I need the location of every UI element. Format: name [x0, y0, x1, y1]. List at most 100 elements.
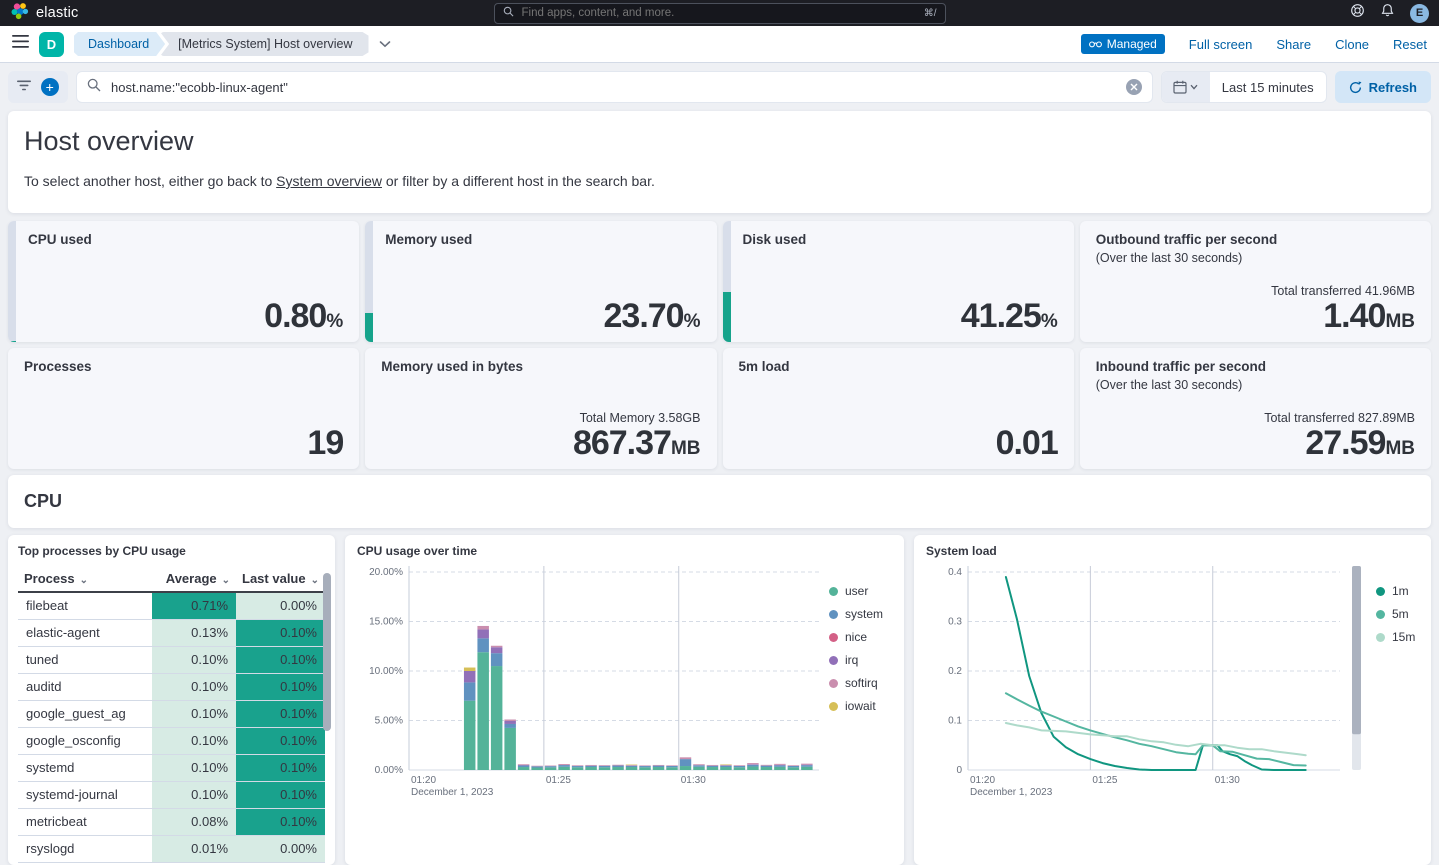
reset-button[interactable]: Reset — [1393, 37, 1427, 52]
table-scrollbar[interactable] — [323, 573, 331, 731]
average-value-cell: 0.71% — [152, 592, 236, 619]
managed-badge[interactable]: Managed — [1081, 34, 1165, 54]
legend-dot-icon — [829, 679, 838, 688]
legend-item[interactable]: softirq — [829, 676, 883, 690]
last-value-cell: 0.10% — [236, 754, 325, 781]
legend-label: 1m — [1392, 584, 1409, 598]
nav-bar: D Dashboard [Metrics System] Host overvi… — [0, 26, 1439, 63]
top-processes-panel: Top processes by CPU usage Process⌄ Aver… — [8, 535, 335, 865]
svg-text:01:20: 01:20 — [970, 775, 995, 786]
col-average[interactable]: Average⌄ — [152, 566, 236, 592]
calendar-button[interactable] — [1162, 72, 1210, 102]
breadcrumb-dashboard[interactable]: Dashboard — [74, 32, 165, 56]
col-last-value[interactable]: Last value⌄ — [236, 566, 325, 592]
help-icon[interactable] — [1350, 3, 1365, 23]
metric-progress-fill — [8, 341, 16, 342]
average-value-cell: 0.13% — [152, 619, 236, 646]
metric-value-area: 23.70% — [604, 299, 701, 333]
search-shortcut: ⌘/ — [924, 8, 937, 19]
legend-dot-icon — [1376, 633, 1385, 642]
metric-value: 27.59MB — [1264, 426, 1415, 460]
time-range-label[interactable]: Last 15 minutes — [1210, 72, 1326, 102]
add-filter-button[interactable]: + — [41, 78, 59, 96]
metric-unit: MB — [1385, 438, 1415, 459]
metric-secondary-label: Total transferred 41.96MB — [1271, 284, 1415, 298]
legend-dot-icon — [829, 702, 838, 711]
user-avatar[interactable]: E — [1410, 4, 1429, 23]
legend-item[interactable]: iowait — [829, 699, 883, 713]
refresh-button[interactable]: Refresh — [1335, 71, 1431, 103]
query-input[interactable] — [109, 79, 1118, 96]
system-overview-link[interactable]: System overview — [276, 173, 382, 189]
svg-text:01:25: 01:25 — [546, 775, 571, 786]
metric-panel-memory-used[interactable]: Memory used 23.70% — [365, 221, 716, 342]
menu-hamburger-icon[interactable] — [12, 35, 29, 53]
metric-title: Memory used — [385, 232, 700, 247]
last-value-cell: 0.10% — [236, 727, 325, 754]
legend-item[interactable]: nice — [829, 630, 883, 644]
svg-text:15.00%: 15.00% — [369, 617, 403, 628]
metric-subtitle: (Over the last 30 seconds) — [1096, 378, 1415, 392]
col-process[interactable]: Process⌄ — [18, 566, 152, 592]
metric-panel-outbound-traffic[interactable]: Outbound traffic per second(Over the las… — [1080, 221, 1431, 342]
average-value-cell: 0.10% — [152, 727, 236, 754]
full-screen-button[interactable]: Full screen — [1189, 37, 1253, 52]
process-name-cell: metricbeat — [18, 808, 152, 835]
refresh-icon — [1349, 81, 1362, 94]
svg-text:01:30: 01:30 — [681, 775, 706, 786]
clear-query-icon[interactable] — [1126, 79, 1142, 95]
chevron-down-icon[interactable] — [379, 35, 391, 53]
legend-item[interactable]: user — [829, 584, 883, 598]
legend-item[interactable]: 5m — [1376, 607, 1415, 621]
global-search-input[interactable] — [520, 6, 918, 20]
legend-item[interactable]: 15m — [1376, 630, 1415, 644]
legend-label: nice — [845, 630, 867, 644]
chart-scrollbar-thumb[interactable] — [1352, 566, 1361, 734]
metric-title: Processes — [24, 359, 343, 374]
load-chart-legend: 1m 5m 15m — [1376, 584, 1415, 806]
last-value-cell: 0.10% — [236, 781, 325, 808]
metric-unit: % — [326, 311, 343, 332]
bottom-row: Top processes by CPU usage Process⌄ Aver… — [8, 535, 1431, 865]
legend-dot-icon — [1376, 587, 1385, 596]
cpu-usage-chart-svg[interactable]: 0.00%5.00%10.00%15.00%20.00%01:20Decembe… — [357, 558, 827, 806]
cpu-chart-title: CPU usage over time — [357, 544, 892, 558]
legend-item[interactable]: 1m — [1376, 584, 1415, 598]
process-name-cell: google_osconfig — [18, 727, 152, 754]
top-bar: elastic ⌘/ E — [0, 0, 1439, 26]
svg-text:0.2: 0.2 — [948, 666, 962, 677]
metric-value: 23.70% — [604, 299, 701, 333]
page-description: To select another host, either go back t… — [24, 173, 1415, 189]
alerts-bell-icon[interactable] — [1380, 3, 1395, 23]
global-search[interactable]: ⌘/ — [494, 3, 946, 24]
space-badge[interactable]: D — [39, 32, 64, 57]
metric-secondary-label: Total Memory 3.58GB — [573, 411, 701, 425]
share-button[interactable]: Share — [1276, 37, 1311, 52]
time-picker: Last 15 minutes — [1161, 71, 1327, 103]
process-name-cell: auditd — [18, 673, 152, 700]
metric-panel-inbound-traffic[interactable]: Inbound traffic per second(Over the last… — [1080, 348, 1431, 469]
metric-title: 5m load — [739, 359, 1058, 374]
metric-secondary-label: Total transferred 827.89MB — [1264, 411, 1415, 425]
process-name-cell: google_guest_ag — [18, 700, 152, 727]
clone-button[interactable]: Clone — [1335, 37, 1369, 52]
legend-item[interactable]: system — [829, 607, 883, 621]
legend-item[interactable]: irq — [829, 653, 883, 667]
filter-icon[interactable] — [17, 78, 31, 96]
svg-text:0: 0 — [956, 765, 962, 776]
